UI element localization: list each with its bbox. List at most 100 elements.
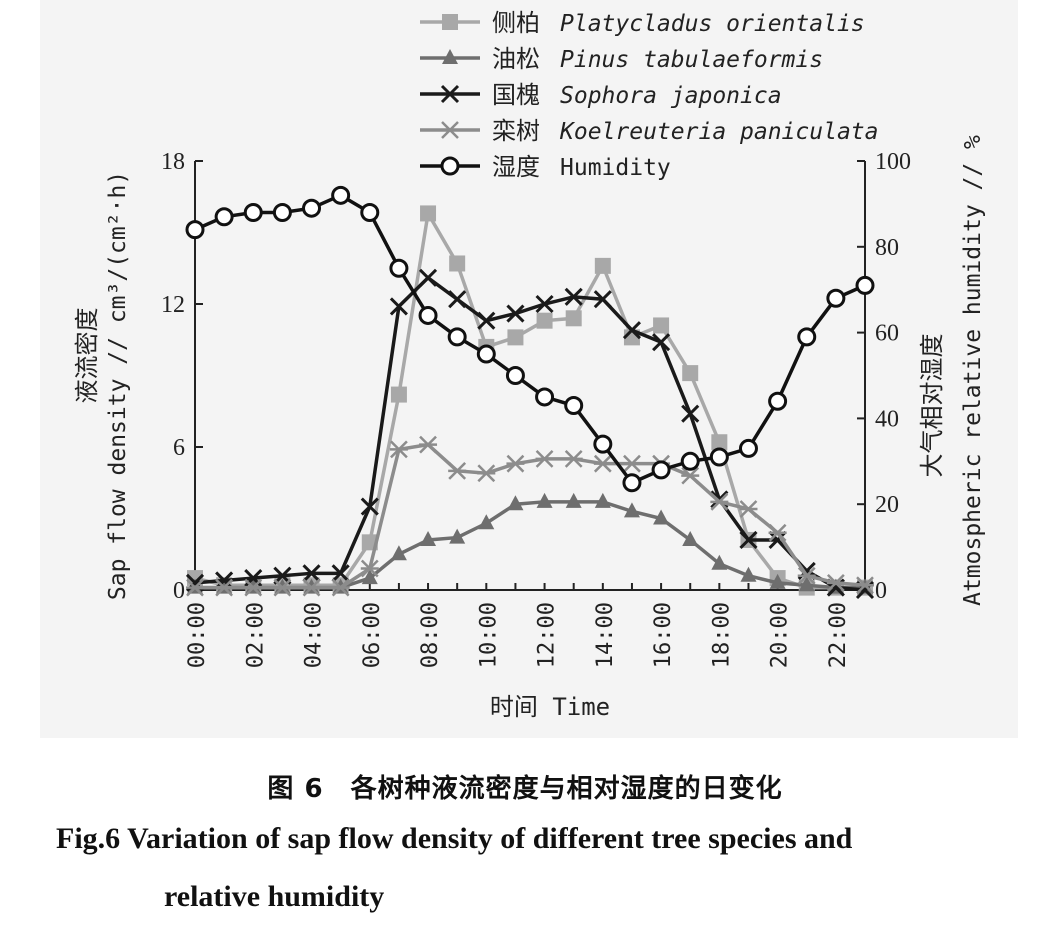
marker-stroke — [506, 304, 525, 323]
legend-swatch-marker — [440, 156, 460, 176]
data-point — [361, 569, 378, 585]
series-line — [194, 193, 866, 485]
data-point — [798, 576, 815, 592]
series-line — [194, 275, 866, 592]
marker-stroke — [477, 311, 496, 330]
left-tick-label: 0 — [173, 578, 185, 604]
data-point — [389, 440, 408, 459]
right-tick-label: 20 — [875, 492, 899, 518]
data-point — [535, 450, 554, 468]
series-koelreuteria-paniculata — [186, 435, 874, 597]
data-point — [594, 492, 611, 508]
legend-label-latin: Sophora japonica — [560, 83, 782, 109]
data-point — [565, 310, 582, 327]
left-axis-title-en: Sap flow density // cm³/(cm²·h) — [105, 171, 131, 600]
data-point — [420, 205, 437, 222]
x-tick-label: 10:00 — [476, 602, 501, 668]
series-sophora-japonica — [185, 268, 875, 600]
right-tick-label: 100 — [875, 149, 911, 175]
left-tick-label: 12 — [161, 292, 185, 318]
x-tick-label: 14:00 — [593, 602, 618, 668]
x-axis-title: 时间 Time — [490, 693, 610, 721]
data-point — [302, 578, 321, 597]
chart-labels: 0 6 12 18 0 20 40 60 80 100 00:00 02:00 04:00 06:00 08… — [73, 135, 986, 721]
x-tick-label: 06:00 — [360, 602, 385, 668]
data-point — [769, 573, 786, 589]
x-tick-label: 16:00 — [651, 602, 676, 668]
marker-stroke — [739, 530, 758, 550]
legend-entry: 栾树 Koelreuteria paniculata — [420, 117, 879, 145]
data-point — [360, 202, 380, 222]
legend-swatch-marker — [440, 84, 460, 104]
data-point — [418, 305, 438, 325]
legend-entry: 国槐 Sophora japonica — [420, 81, 782, 109]
data-point — [244, 578, 263, 597]
data-point — [302, 564, 321, 583]
data-point — [826, 288, 846, 308]
data-point — [507, 329, 524, 346]
data-point — [331, 578, 350, 597]
data-point — [390, 545, 407, 561]
data-point — [360, 497, 379, 516]
data-point — [477, 311, 496, 330]
data-point — [740, 566, 757, 582]
figure-caption-english-line2: relative humidity — [164, 880, 385, 913]
data-point — [418, 268, 438, 287]
right-tick-label: 40 — [875, 406, 899, 432]
data-point — [797, 327, 817, 347]
series-humidity — [185, 185, 875, 493]
data-point — [420, 530, 437, 546]
data-point — [449, 528, 466, 544]
chart-legend: 侧柏 Platycladus orientalis 油松 Pinus tabulaef… — [420, 9, 879, 181]
data-point — [623, 502, 640, 518]
data-point — [565, 492, 582, 508]
chart-series — [185, 185, 875, 600]
data-point — [855, 275, 875, 295]
marker-stroke — [440, 84, 460, 104]
left-tick-label: 6 — [173, 435, 185, 461]
legend-swatch-marker — [442, 49, 458, 64]
marker-stroke — [215, 571, 234, 590]
data-point — [594, 257, 611, 274]
right-axis-title-en: Atmospheric relative humidity // % — [960, 135, 986, 606]
data-point — [185, 220, 205, 240]
legend-entry: 侧柏 Platycladus orientalis — [420, 9, 865, 37]
data-point — [243, 202, 263, 222]
data-point — [215, 571, 234, 590]
data-point — [711, 554, 728, 570]
marker-stroke — [302, 564, 321, 583]
right-axis-title-cn: 大气相对湿度 — [918, 334, 946, 478]
chart-background — [40, 0, 1018, 738]
data-point — [709, 447, 729, 467]
marker-stroke — [681, 404, 700, 423]
legend-entry: 油松 Pinus tabulaeformis — [420, 45, 823, 73]
data-point — [710, 492, 729, 511]
series-line — [194, 208, 865, 590]
data-point — [506, 304, 525, 323]
data-point — [710, 490, 729, 509]
data-point — [682, 365, 699, 382]
right-tick-label: 80 — [875, 235, 899, 261]
data-point — [768, 523, 787, 542]
data-point — [331, 185, 351, 205]
legend-swatch-marker — [442, 14, 458, 30]
data-point — [360, 559, 379, 578]
data-point — [593, 290, 612, 309]
data-point — [331, 564, 350, 583]
data-point — [419, 435, 438, 454]
data-point — [476, 344, 496, 364]
legend-label-cn: 栾树 — [492, 117, 540, 145]
right-tick-label: 60 — [875, 321, 899, 347]
data-point — [593, 454, 612, 473]
data-point — [653, 317, 670, 334]
data-point — [682, 530, 699, 546]
data-point — [505, 366, 525, 385]
marker-stroke — [389, 297, 408, 316]
marker-stroke — [710, 490, 729, 509]
legend-label-latin: Platycladus orientalis — [560, 11, 865, 37]
data-point — [680, 451, 700, 471]
left-tick-label: 18 — [161, 149, 185, 175]
marker-stroke — [331, 564, 350, 583]
figure-caption-english-line1: Fig.6 Variation of sap flow density of d… — [56, 822, 853, 855]
data-point — [506, 454, 525, 473]
